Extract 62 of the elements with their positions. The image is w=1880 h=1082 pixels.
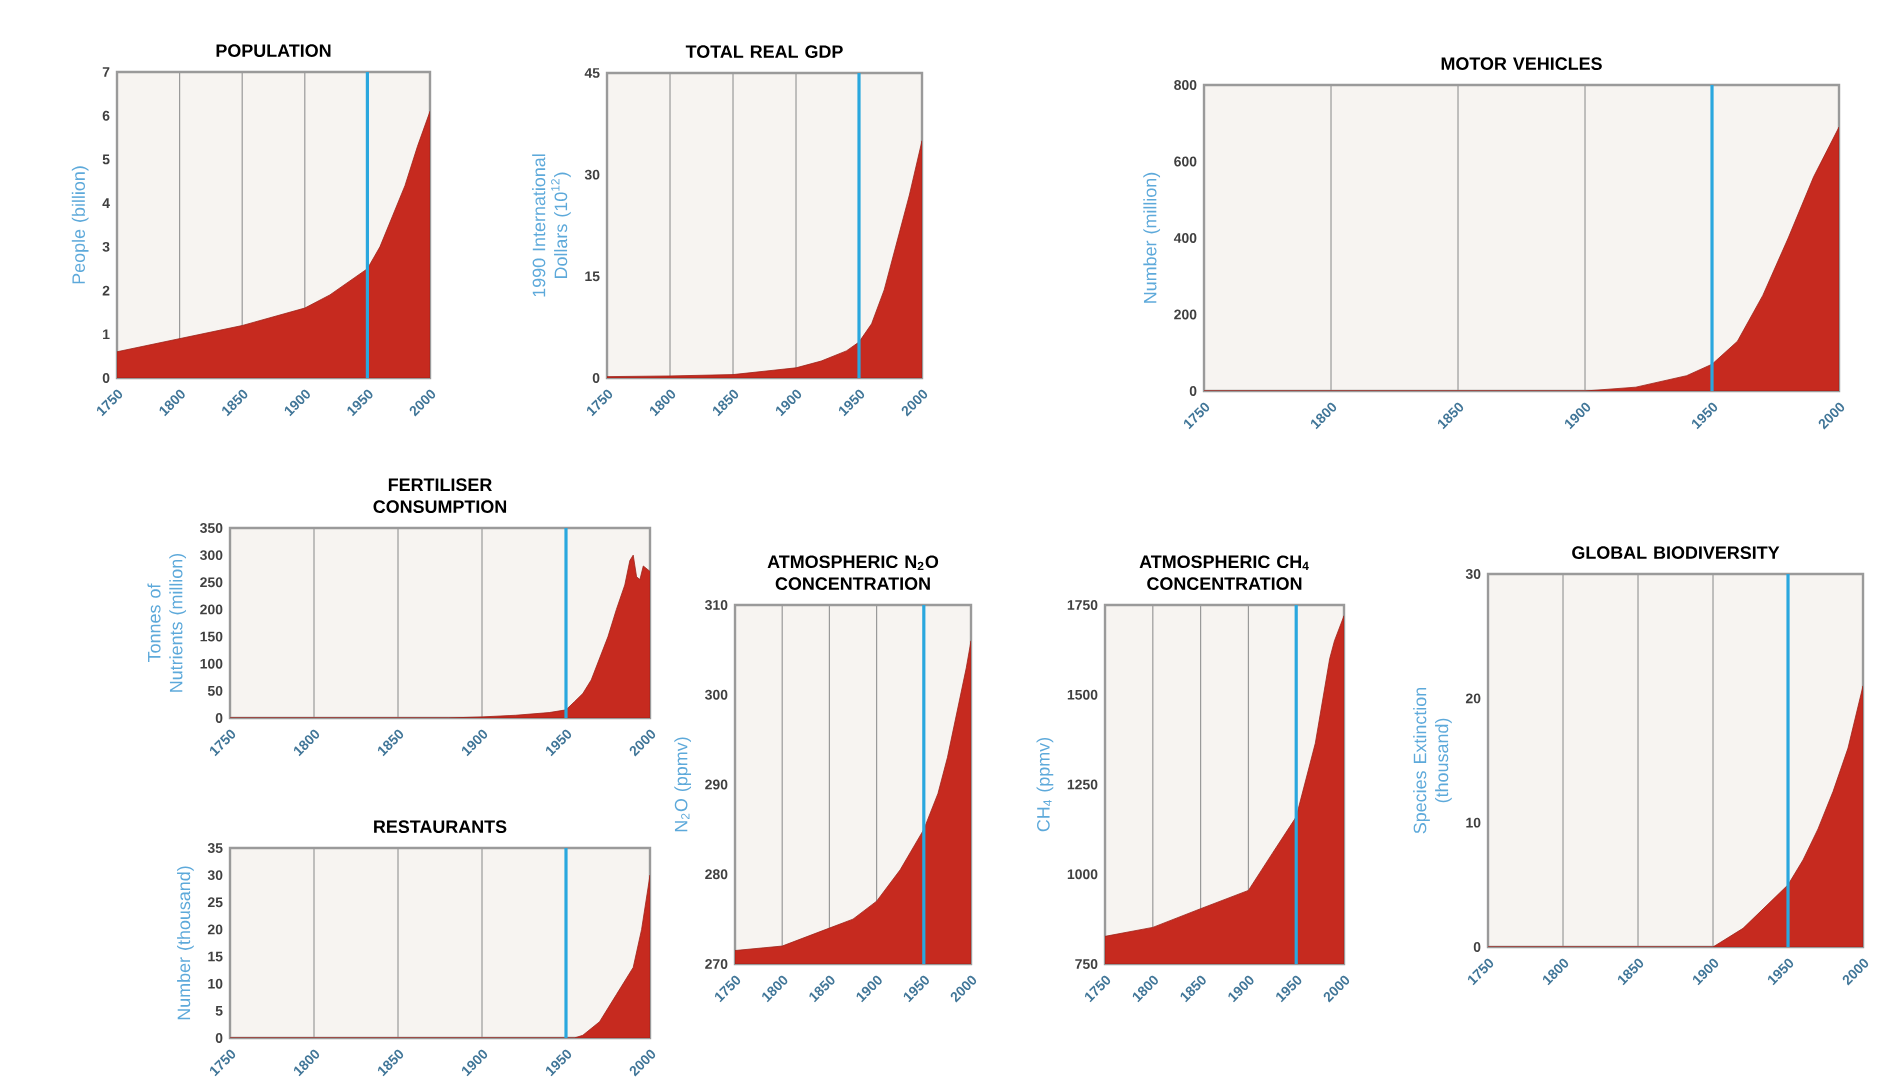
y-tick-label: 7 (102, 67, 110, 77)
y-tick-label: 30 (1465, 569, 1481, 579)
chart-title: RESTAURANTS (374, 820, 507, 834)
y-axis-title: Number (million) (1143, 172, 1161, 303)
chart-title: ATMOSPHERIC N$_{2}$O CONCENTRATION (767, 555, 939, 591)
y-tick-label: 1 (103, 329, 110, 340)
y-tick-label: 400 (1173, 233, 1197, 243)
y-tick-label: 0 (1473, 942, 1481, 952)
y-tick-label: 280 (705, 869, 728, 880)
y-tick-label: 10 (208, 978, 223, 989)
chart-title: ATMOSPHERIC CH$_{4}$ CONCENTRATION (1139, 555, 1309, 591)
y-tick-label: 6 (102, 110, 110, 121)
y-axis-title: CH$_{4}$ (ppmv) (1036, 737, 1054, 832)
y-tick-label: 4 (102, 198, 110, 208)
y-tick-label: 0 (102, 373, 110, 383)
y-tick-label: 350 (200, 523, 223, 533)
chart-title: GLOBAL BIODIVERSITY (1572, 546, 1780, 560)
y-tick-label: 20 (207, 924, 223, 935)
y-tick-label: 30 (207, 870, 223, 881)
y-tick-label: 10 (1466, 817, 1481, 828)
y-tick-label: 25 (207, 897, 223, 908)
y-tick-label: 0 (215, 1033, 223, 1043)
chart-title: FERTILISER CONSUMPTION (373, 478, 507, 514)
y-tick-label: 0 (215, 713, 223, 723)
y-tick-label: 35 (207, 843, 223, 853)
y-tick-label: 15 (585, 271, 600, 282)
y-axis-title: Number (thousand) (177, 866, 194, 1020)
y-tick-label: 1500 (1067, 689, 1098, 700)
y-tick-label: 5 (215, 1005, 223, 1016)
y-axis-title: N$_{2}$O (ppmv) (674, 737, 692, 832)
y-tick-label: 310 (705, 600, 728, 610)
y-tick-label: 270 (705, 959, 728, 969)
chart-title: TOTAL REAL GDP (685, 45, 843, 59)
y-tick-label: 800 (1174, 80, 1197, 90)
chart-title: MOTOR VEHICLES (1441, 57, 1602, 71)
y-tick-label: 2 (102, 285, 110, 296)
y-tick-label: 3 (102, 241, 110, 252)
y-tick-label: 200 (200, 604, 223, 615)
y-tick-label: 45 (584, 68, 600, 78)
y-tick-label: 200 (1174, 309, 1197, 320)
y-tick-label: 600 (1174, 156, 1197, 167)
y-tick-label: 1000 (1067, 869, 1098, 880)
y-tick-label: 0 (592, 373, 600, 383)
y-tick-label: 100 (200, 658, 223, 669)
y-tick-label: 300 (705, 689, 728, 700)
y-axis-title: Species Extinction (thousand) (1413, 687, 1452, 834)
y-tick-label: 50 (207, 685, 223, 696)
y-tick-label: 15 (208, 951, 223, 962)
y-tick-label: 5 (102, 154, 110, 165)
y-tick-label: 30 (584, 169, 600, 180)
y-tick-label: 150 (200, 631, 223, 642)
y-tick-label: 0 (1189, 386, 1197, 396)
y-tick-label: 290 (705, 779, 728, 790)
y-tick-label: 300 (200, 550, 223, 561)
y-tick-label: 1750 (1067, 600, 1098, 610)
y-axis-title: People (billion) (71, 166, 89, 284)
y-tick-label: 250 (200, 577, 223, 588)
y-tick-label: 750 (1075, 959, 1098, 969)
chart-title: POPULATION (216, 44, 331, 58)
y-axis-title: Tonnes of Nutrients (million) (147, 553, 187, 692)
y-tick-label: 1250 (1067, 779, 1098, 790)
y-tick-label: 20 (1465, 693, 1481, 704)
